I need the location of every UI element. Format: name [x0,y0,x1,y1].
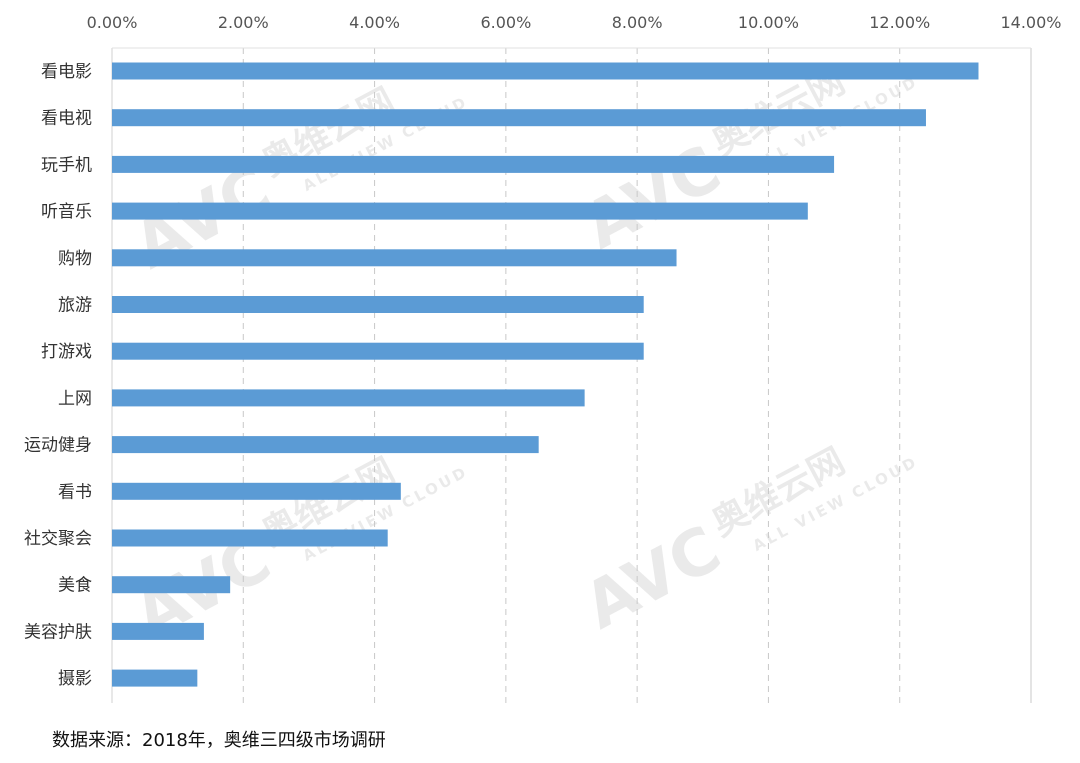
category-label: 社交聚会 [24,529,92,549]
category-label: 运动健身 [24,436,92,456]
category-label: 看电视 [41,109,92,129]
bar [112,389,585,407]
bar [112,622,204,640]
x-tick-label: 8.00% [612,13,663,32]
x-axis-ticks: 0.00% 2.00% 4.00% 6.00% 8.00% 10.00% 12.00% 14.… [87,13,1062,32]
bar [112,62,979,80]
category-label: 听音乐 [41,202,92,222]
bar [112,296,644,313]
category-label: 看书 [58,482,92,502]
x-tick-label: 4.00% [349,13,400,32]
category-label: 上网 [58,389,92,409]
bar [112,249,677,267]
category-label: 看电影 [41,62,92,82]
bar [112,669,198,687]
bar [112,436,539,454]
x-tick-label: 0.00% [87,13,138,32]
bar [112,202,808,220]
bar-series [112,62,979,687]
category-label: 摄影 [58,669,92,689]
category-label: 打游戏 [41,342,92,362]
category-label: 美食 [58,576,92,596]
category-label: 旅游 [58,296,92,316]
x-tick-label: 6.00% [480,13,531,32]
watermark-logo: AVC [573,512,733,644]
category-label: 美容护肤 [24,622,92,642]
source-note: 数据来源：2018年，奥维三四级市场调研 [52,730,386,751]
x-tick-label: 14.00% [1000,13,1061,32]
bar [112,529,388,547]
category-label: 玩手机 [41,155,92,175]
x-tick-label: 10.00% [738,13,799,32]
bar [112,342,644,360]
watermark-logo: AVC [573,132,733,264]
bar [112,576,231,594]
bar [112,155,835,173]
bar [112,482,401,500]
bar [112,109,926,127]
category-label: 购物 [58,249,92,269]
x-tick-label: 2.00% [218,13,269,32]
x-tick-label: 12.00% [869,13,930,32]
